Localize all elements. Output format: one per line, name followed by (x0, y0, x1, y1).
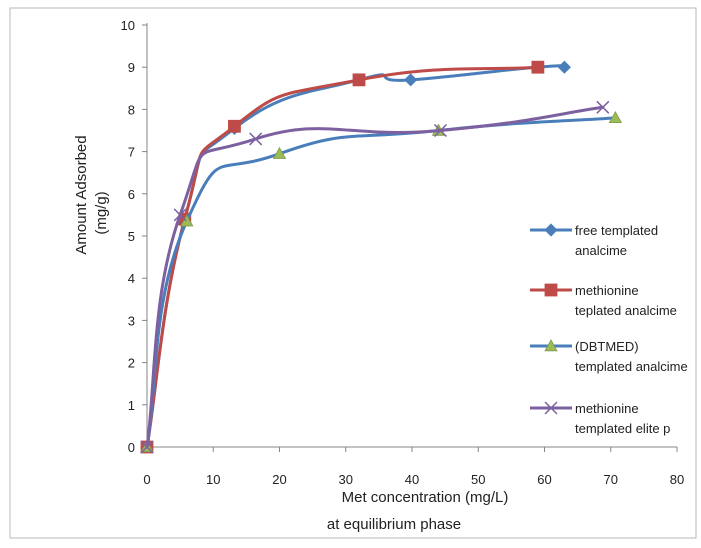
legend-marker (544, 223, 558, 237)
data-point (596, 100, 610, 114)
data-point (173, 208, 187, 222)
series-4 (140, 100, 610, 454)
legend-entry-2: methionine teplated analcime (530, 283, 677, 318)
data-point (608, 111, 623, 124)
chart-area-border (9, 7, 697, 539)
data-point (531, 60, 545, 74)
y-axis-title: Amount Adsorbed (73, 135, 90, 254)
legend-entry-1: free templated analcime (530, 223, 658, 258)
legend-entry-3: (DBTMED) templated analcime (530, 339, 688, 374)
data-point (249, 132, 263, 146)
data-point (352, 73, 366, 87)
legend-marker (544, 401, 558, 415)
legend-label: analcime (575, 243, 627, 258)
data-point (433, 123, 448, 138)
series-line (145, 105, 605, 449)
legend-marker (544, 283, 558, 297)
y-tick-label: 1 (128, 398, 135, 413)
x-tick-label: 20 (272, 472, 286, 487)
y-tick-label: 3 (128, 313, 135, 328)
x-tick-label: 70 (604, 472, 618, 487)
data-point (228, 119, 241, 133)
data-point (140, 440, 154, 454)
legend-label: methionine (575, 283, 639, 298)
y-tick-label: 7 (128, 145, 135, 160)
y-tick-label: 5 (128, 229, 135, 244)
y-tick-label: 2 (128, 356, 135, 371)
y-tick-label: 6 (128, 187, 135, 202)
legend-label: teplated analcime (575, 303, 677, 318)
y-tick-label: 4 (128, 271, 135, 286)
legend-label: methionine (575, 401, 639, 416)
data-point (272, 146, 287, 159)
y-axis-title-unit: (mg/g) (93, 191, 110, 234)
x-tick-label: 40 (405, 472, 419, 487)
x-tick-label: 50 (471, 472, 485, 487)
data-point (404, 73, 418, 87)
y-tick-label: 9 (128, 60, 135, 75)
x-tick-label: 80 (670, 472, 684, 487)
y-tick-label: 0 (128, 440, 135, 455)
x-axis-title: Met concentration (mg/L) (342, 489, 509, 506)
legend-label: templated analcime (575, 359, 688, 374)
legend-entry-4: methionine templated elite p (530, 401, 670, 436)
legend-label: templated elite p (575, 421, 670, 436)
x-tick-label: 30 (339, 472, 353, 487)
legend-marker (544, 339, 558, 352)
legend-label: free templated (575, 223, 658, 238)
data-point (180, 214, 194, 227)
x-tick-label: 10 (206, 472, 220, 487)
x-tick-label: 0 (143, 472, 150, 487)
x-axis-title-line2: at equilibrium phase (327, 516, 461, 533)
x-tick-label: 60 (537, 472, 551, 487)
y-tick-label: 8 (128, 102, 135, 117)
legend-label: (DBTMED) (575, 339, 639, 354)
data-point (557, 60, 571, 74)
y-tick-label: 10 (121, 18, 135, 33)
